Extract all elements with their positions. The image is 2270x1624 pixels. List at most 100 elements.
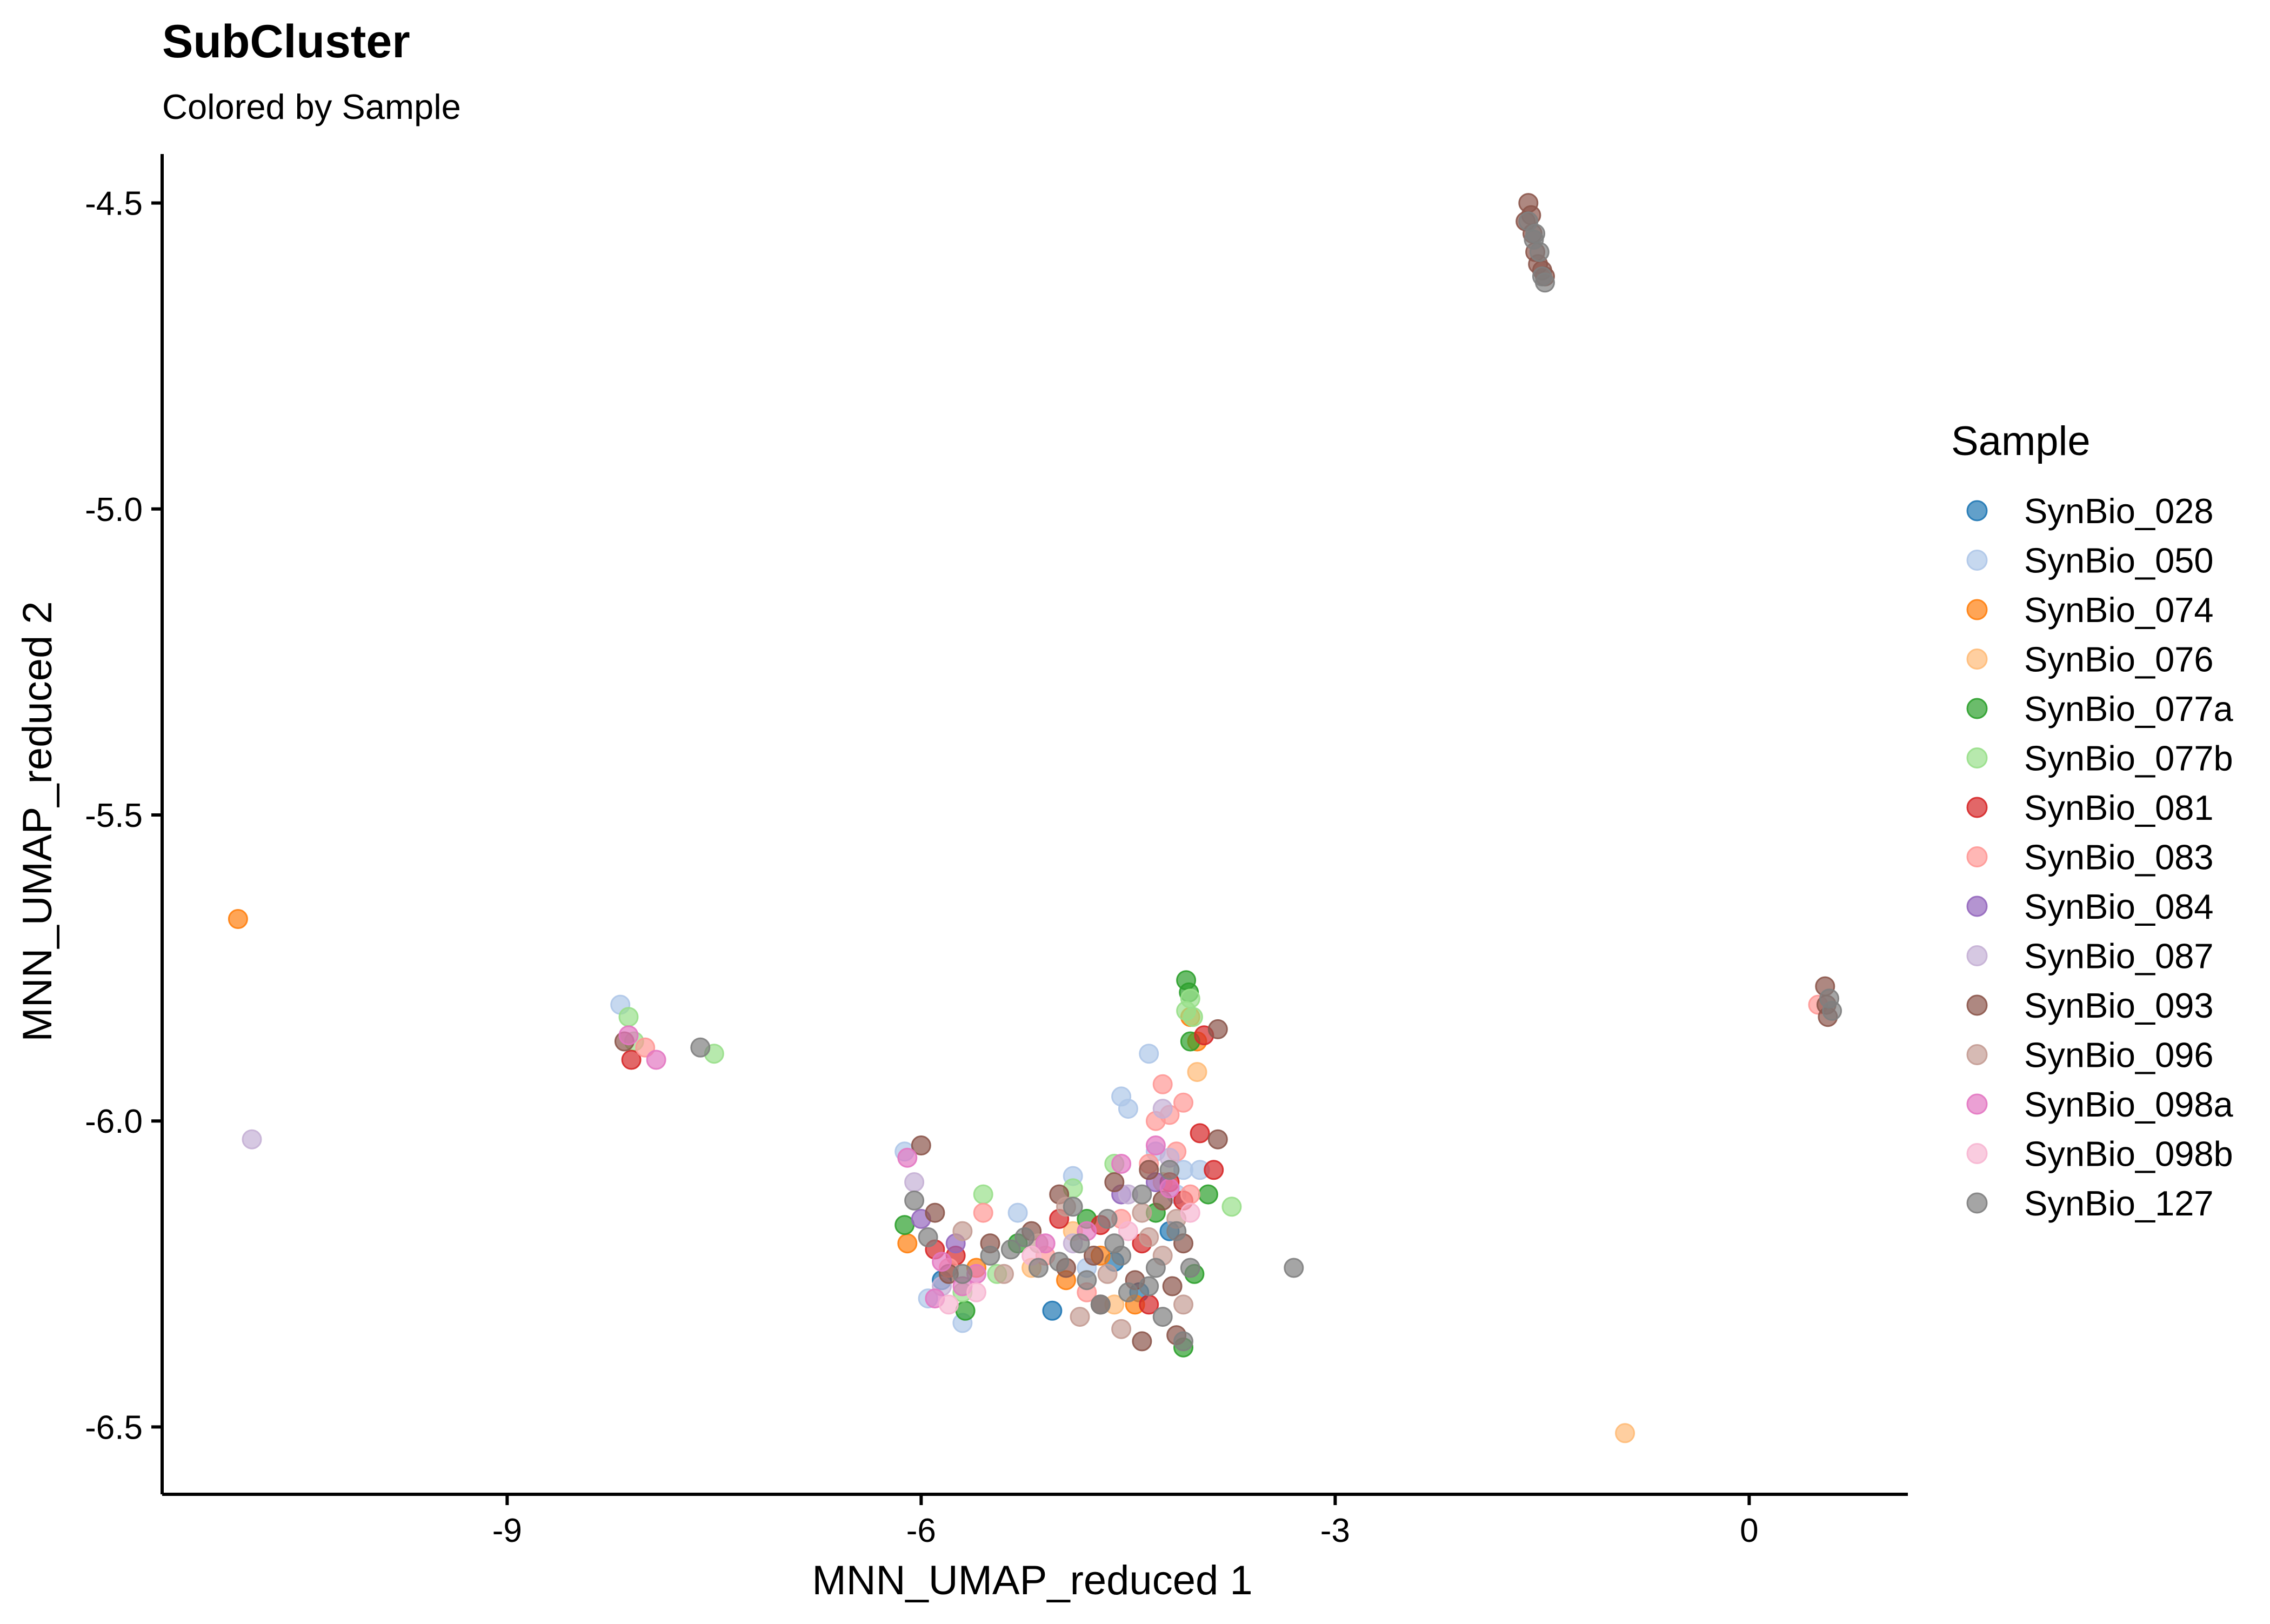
data-point — [1014, 1227, 1035, 1247]
data-point — [904, 1190, 925, 1211]
legend-label: SynBio_074 — [2024, 590, 2214, 630]
chart-subtitle: Colored by Sample — [162, 87, 461, 126]
data-point — [994, 1264, 1014, 1284]
legend-key — [1966, 945, 1988, 966]
legend-label: SynBio_083 — [2024, 838, 2214, 877]
data-point — [897, 1147, 918, 1168]
data-point — [1152, 1074, 1173, 1094]
data-point — [1822, 1000, 1842, 1021]
legend-label: SynBio_028 — [2024, 491, 2214, 531]
data-point — [1190, 1123, 1210, 1144]
data-point — [1524, 230, 1544, 250]
data-point — [1084, 1245, 1104, 1266]
data-point — [918, 1227, 938, 1247]
x-axis: -9 -6 -3 0 — [162, 1493, 1908, 1549]
legend-key — [1966, 797, 1988, 818]
data-point — [1535, 272, 1555, 293]
data-point — [1132, 1202, 1152, 1223]
x-tick-label: -6 — [906, 1512, 936, 1549]
data-point — [618, 1025, 639, 1046]
data-point — [1180, 1258, 1200, 1278]
data-point — [897, 1233, 918, 1254]
data-point — [1204, 1160, 1224, 1180]
data-point — [1132, 1184, 1152, 1205]
legend-key — [1966, 649, 1988, 670]
y-axis: -4.5 -5.0 -5.5 -6.0 -6.5 — [85, 154, 164, 1494]
data-point — [1152, 1099, 1173, 1119]
legend-label: SynBio_076 — [2024, 640, 2214, 679]
legend-label: SynBio_050 — [2024, 541, 2214, 580]
y-tick-label: -6.0 — [85, 1103, 143, 1140]
y-tick-label: -6.5 — [85, 1409, 143, 1446]
legend-key — [1966, 1192, 1988, 1214]
data-point — [911, 1135, 931, 1155]
legend-key — [1966, 550, 1988, 571]
data-point — [1139, 1276, 1159, 1296]
legend-key — [1966, 599, 1988, 620]
data-point — [925, 1202, 945, 1223]
data-point — [1284, 1258, 1304, 1278]
data-point — [242, 1129, 262, 1150]
data-point — [646, 1050, 666, 1070]
data-point — [1118, 1282, 1138, 1302]
data-point — [938, 1294, 959, 1315]
data-point — [1104, 1172, 1125, 1192]
data-point — [1097, 1264, 1118, 1284]
data-point — [1159, 1178, 1180, 1199]
data-point — [1162, 1276, 1183, 1296]
legend-label: SynBio_098a — [2024, 1085, 2234, 1124]
legend-label: SynBio_084 — [2024, 887, 2214, 926]
data-point — [952, 1264, 973, 1284]
legend-label: SynBio_096 — [2024, 1035, 2214, 1075]
data-point — [894, 1215, 915, 1235]
data-point — [1139, 1044, 1159, 1064]
data-point — [1139, 1227, 1159, 1247]
data-point — [1173, 1331, 1193, 1352]
legend-label: SynBio_093 — [2024, 986, 2214, 1025]
data-point — [618, 1007, 639, 1027]
legend-key — [1966, 846, 1988, 867]
legend: Sample SynBio_028 SynBio_050 SynBio_074 Syn… — [1951, 418, 2234, 1223]
data-point — [1111, 1319, 1132, 1339]
data-point — [635, 1037, 656, 1058]
data-point — [1159, 1160, 1180, 1180]
data-point — [1070, 1307, 1090, 1327]
data-point — [1145, 1135, 1166, 1155]
data-point — [1221, 1197, 1242, 1217]
data-point — [1028, 1258, 1049, 1278]
data-point — [904, 1172, 925, 1192]
data-point — [973, 1184, 993, 1205]
data-point — [1007, 1202, 1028, 1223]
legend-key — [1966, 747, 1988, 768]
chart-title: SubCluster — [162, 16, 410, 68]
data-point — [1035, 1233, 1056, 1254]
data-point — [621, 1050, 642, 1070]
y-axis-title: MNN_UMAP_reduced 2 — [15, 601, 61, 1041]
data-point — [1180, 1202, 1200, 1223]
data-point — [1187, 1062, 1207, 1082]
data-point — [1139, 1160, 1159, 1180]
data-point — [1198, 1184, 1218, 1205]
data-point — [228, 909, 248, 929]
data-point — [1049, 1252, 1070, 1272]
legend-key — [1966, 895, 1988, 917]
data-point — [1070, 1233, 1090, 1254]
legend-key — [1966, 1093, 1988, 1115]
data-point — [1111, 1245, 1132, 1266]
legend-label: SynBio_077a — [2024, 689, 2234, 729]
legend-label: SynBio_098b — [2024, 1134, 2233, 1174]
data-point — [966, 1282, 986, 1302]
legend-label: SynBio_087 — [2024, 937, 2214, 976]
data-point — [1145, 1258, 1166, 1278]
legend-title: Sample — [1951, 418, 2091, 464]
legend-key — [1966, 1143, 1988, 1164]
legend-label: SynBio_077b — [2024, 739, 2233, 778]
data-point — [952, 1221, 973, 1241]
data-point — [1090, 1294, 1111, 1315]
data-point — [980, 1245, 1000, 1266]
data-point — [1166, 1221, 1187, 1241]
legend-label: SynBio_127 — [2024, 1184, 2214, 1223]
data-point — [1132, 1331, 1152, 1352]
data-point — [1615, 1423, 1635, 1443]
